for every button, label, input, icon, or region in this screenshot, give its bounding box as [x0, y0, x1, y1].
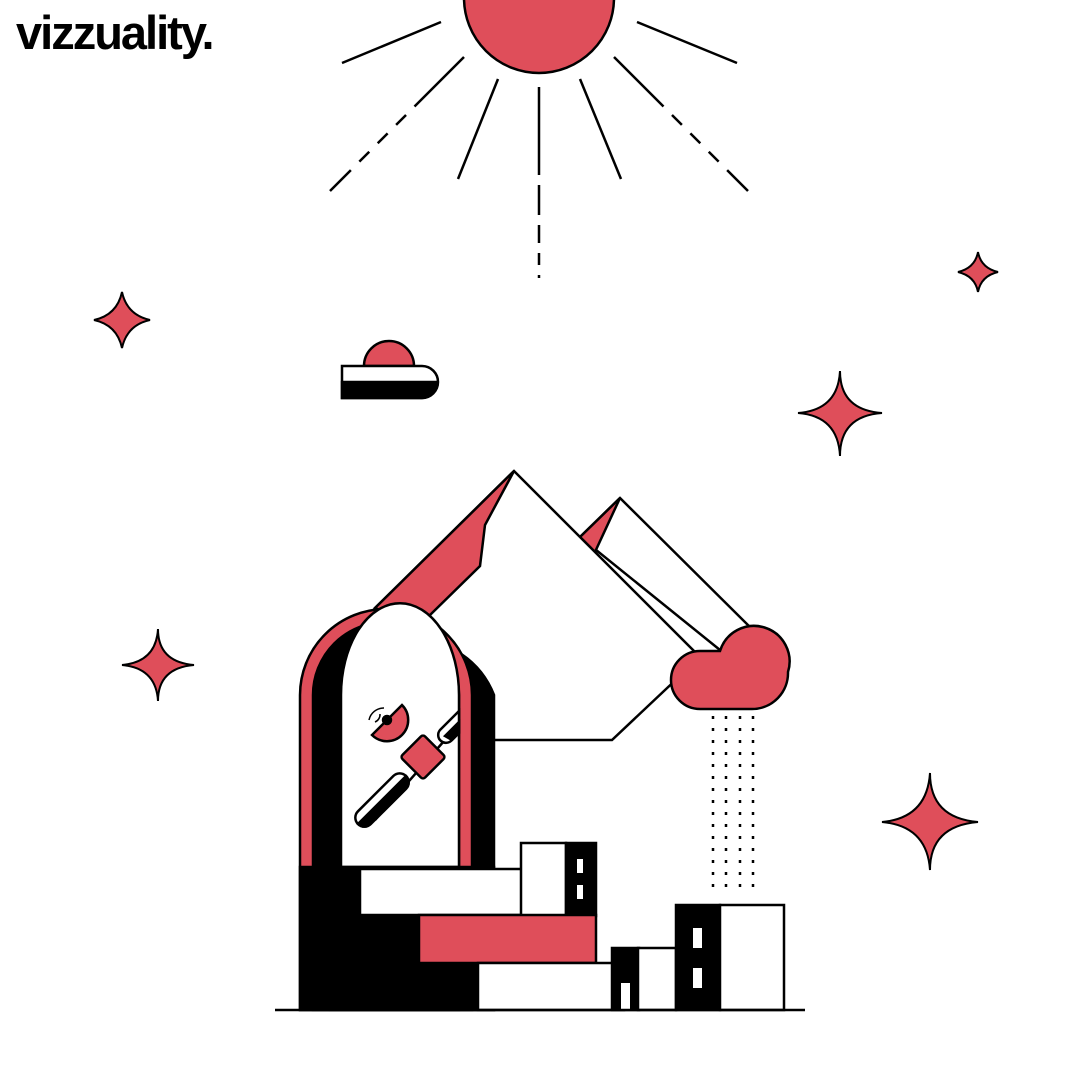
- sparkle-icon: [121, 628, 195, 702]
- sparkle-icon: [797, 370, 883, 457]
- sparkle-icon: [93, 291, 151, 349]
- sparkle-icon: [957, 251, 999, 293]
- sun-icon: [329, 0, 749, 278]
- city-buildings-icon: [358, 841, 786, 1012]
- rain-cloud-icon: [669, 624, 791, 888]
- sparkle-icon: [881, 772, 979, 871]
- cloud-icon: [340, 339, 440, 400]
- satellite-icon: [354, 703, 461, 828]
- brand-logo: vizzuality.: [16, 6, 215, 59]
